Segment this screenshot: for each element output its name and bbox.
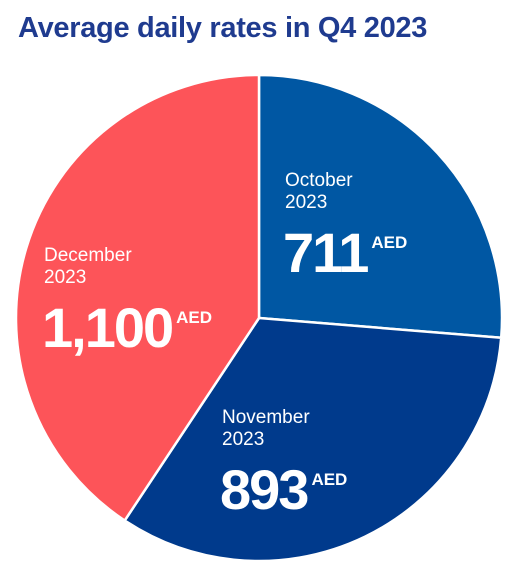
slice-month-label: November bbox=[222, 407, 310, 428]
slice-year-label: 2023 bbox=[44, 267, 86, 288]
slice-value-label: 711 bbox=[283, 221, 368, 284]
pie-slice-october bbox=[257, 73, 504, 339]
pie-slice-december bbox=[14, 73, 261, 522]
chart-title: Average daily rates in Q4 2023 bbox=[18, 12, 428, 44]
slice-year-label: 2023 bbox=[222, 429, 264, 450]
pie-slices bbox=[14, 73, 504, 563]
slice-month-label: December bbox=[44, 245, 132, 266]
slice-value-label: 1,100 bbox=[42, 296, 172, 359]
slice-unit-label: AED bbox=[176, 308, 212, 327]
slice-year-label: 2023 bbox=[285, 192, 327, 213]
slice-value-label: 893 bbox=[220, 458, 308, 521]
slice-unit-label: AED bbox=[311, 470, 347, 489]
slice-month-label: October bbox=[285, 170, 353, 191]
slice-unit-label: AED bbox=[371, 233, 407, 252]
